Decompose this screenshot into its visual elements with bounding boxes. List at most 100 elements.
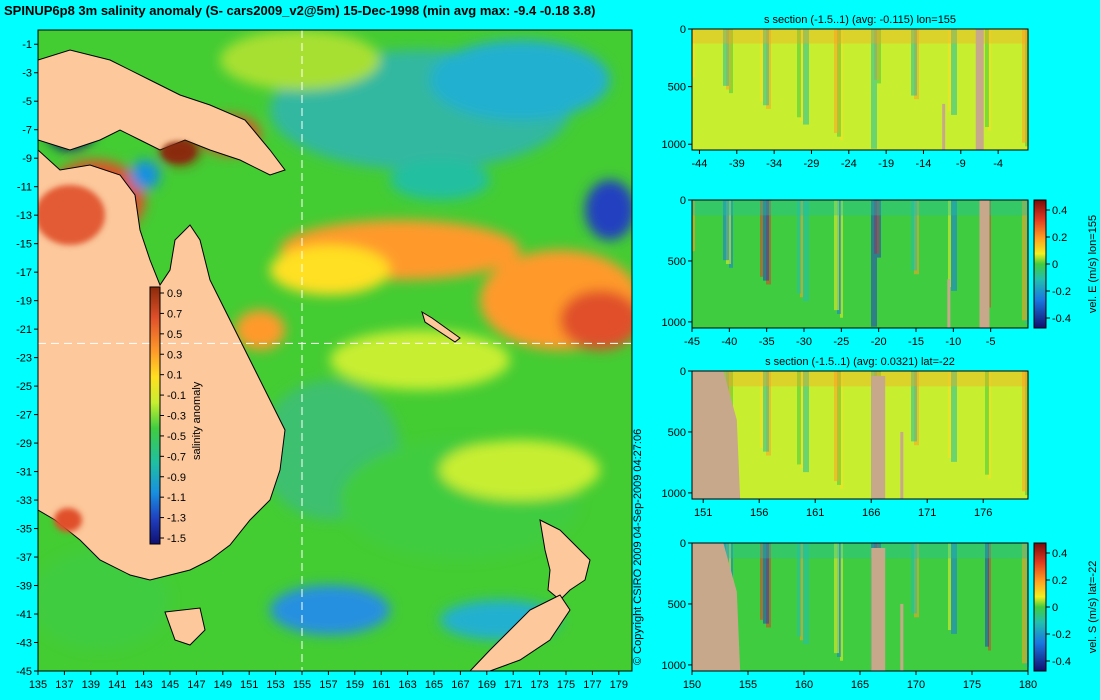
- velocity-colorbar-tick-label: -0.2: [1052, 286, 1071, 298]
- panel-streak: [834, 371, 839, 482]
- panel-x-tick-label: -45: [684, 336, 700, 348]
- new-caledonia: [421, 310, 461, 343]
- panel-x-tick-label: 180: [1019, 679, 1037, 691]
- panel-streak: [803, 200, 809, 302]
- panel-streak: [988, 543, 991, 651]
- lat-tick-label: -5: [22, 96, 32, 108]
- panel-field: [692, 371, 1028, 499]
- ocean-anomaly-patches: [38, 30, 632, 650]
- velocity-colorbar-tick-label: 0.4: [1052, 205, 1067, 217]
- panel-x-tick-label: -9: [956, 158, 966, 170]
- lon-tick-label: 145: [161, 679, 179, 691]
- lat-tick-label: -11: [17, 182, 32, 194]
- lat-tick-label: -43: [16, 638, 32, 650]
- panel-topography: [692, 543, 741, 671]
- panel-streak: [871, 200, 877, 327]
- lon-tick-label: 175: [557, 679, 575, 691]
- panel-frame: [691, 199, 1029, 329]
- colorbar-tick-label: 0.1: [167, 370, 182, 382]
- panel-streak: [911, 200, 917, 271]
- panel-x-tick-label: -25: [833, 336, 849, 348]
- lon-tick-label: 179: [610, 679, 628, 691]
- panel-streak: [834, 29, 839, 134]
- panel-streak: [800, 29, 803, 121]
- panel-streak: [763, 29, 769, 106]
- panel-y-tick-label: 500: [668, 82, 686, 94]
- panel-streak: [760, 543, 763, 620]
- panel-topography: [979, 200, 990, 328]
- lat-tick-label: -37: [16, 552, 32, 564]
- lat-tick-label: -31: [16, 467, 32, 479]
- panel-x-tick-label: -39: [729, 158, 745, 170]
- panel-x-tick-label: -20: [871, 336, 887, 348]
- panel-streak: [948, 371, 951, 459]
- panel-v-lon: -45 -40 -35 -30 -25 -20 -15 -10 -5 0 500 1000 0.4 0.2…: [662, 195, 1099, 348]
- panel-streak: [760, 371, 763, 448]
- panel-surface-band: [692, 371, 1028, 387]
- panel-x-tick-label: 175: [963, 679, 981, 691]
- lat-tick-label: -33: [16, 495, 32, 507]
- panel-field: [692, 543, 1028, 671]
- colorbar-tick-label: 0.7: [167, 308, 182, 320]
- panel-y-tick-label: 1000: [662, 488, 686, 500]
- lon-tick-label: 171: [504, 679, 522, 691]
- velocity-colorbar-tick-label: -0.2: [1052, 629, 1071, 641]
- panel-topography: [871, 376, 886, 499]
- lon-tick-label: 147: [187, 679, 205, 691]
- lat-tick-label: -15: [16, 239, 32, 251]
- panel-streak: [948, 29, 951, 112]
- velocity-colorbar-tick-label: 0: [1052, 259, 1058, 271]
- lon-tick-label: 157: [319, 679, 337, 691]
- lat-tick-label: -35: [16, 524, 32, 536]
- lat-tick-label: -25: [16, 381, 32, 393]
- panel-x-tick-label: -15: [908, 336, 924, 348]
- velocity-colorbar: [1033, 542, 1047, 672]
- panel-streak: [948, 543, 951, 631]
- panel-x-tick-label: -35: [759, 336, 775, 348]
- panel-x-tick-label: -5: [986, 336, 996, 348]
- panel-streak: [760, 200, 763, 277]
- panel-streak: [803, 371, 809, 473]
- colorbar-tick-label: -0.1: [167, 390, 186, 402]
- panel-topography: [692, 371, 741, 499]
- panel-x-tick-label: -19: [878, 158, 894, 170]
- lat-tick-label: -21: [16, 324, 32, 336]
- panel-streak: [692, 29, 695, 78]
- velocity-colorbar-tick-label: -0.4: [1052, 313, 1071, 325]
- panel-x-tick-label: 155: [739, 679, 757, 691]
- panel-streak: [840, 29, 843, 141]
- page-title: SPINUP6p8 3m salinity anomaly (S- cars20…: [4, 3, 596, 18]
- panel-streak: [840, 200, 843, 318]
- panel-x-tick-label: -24: [841, 158, 857, 170]
- panel-streak: [840, 371, 843, 489]
- velocity-colorbar-tick-label: -0.4: [1052, 656, 1071, 668]
- panel-streak: [988, 200, 991, 308]
- lon-tick-label: 155: [293, 679, 311, 691]
- lat-tick-label: -1: [22, 39, 32, 51]
- map-field: [38, 30, 632, 671]
- velocity-colorbar-label: vel. E (m/s) lon=155: [1087, 215, 1099, 313]
- panel-x-tick-label: 160: [795, 679, 813, 691]
- panel-streak: [797, 200, 801, 294]
- panel-y-tick-label: 0: [680, 538, 686, 550]
- lat-tick-label: -23: [16, 353, 32, 365]
- colorbar-tick-label: -0.7: [167, 451, 186, 463]
- velocity-colorbar-label: vel. S (m/s) lat=-22: [1087, 561, 1099, 654]
- panel-x-tick-label: -44: [692, 158, 708, 170]
- new-zealand-south: [469, 594, 571, 671]
- panel-streak: [692, 200, 695, 252]
- panel-streak: [911, 543, 917, 614]
- lon-axis: 135 137 139 141 143 145 147 149 151 153 155 157 159 1…: [29, 671, 628, 691]
- panel-frame: [691, 370, 1029, 500]
- panel-x-tick-label: 161: [806, 507, 824, 519]
- panel-streak: [951, 29, 957, 115]
- panel-streak: [763, 200, 769, 281]
- panel-field: [692, 200, 1028, 328]
- panel-title: s section (-1.5..1) (avg: 0.0321) lat=-2…: [765, 356, 955, 368]
- panel-frame: [691, 28, 1029, 151]
- panel-streak: [840, 543, 843, 661]
- panel-x-tick-label: 166: [862, 507, 880, 519]
- colorbar-tick-label: -1.1: [167, 492, 186, 504]
- panel-x-tick-label: -4: [993, 158, 1003, 170]
- colorbar-tick-label: 0.3: [167, 349, 182, 361]
